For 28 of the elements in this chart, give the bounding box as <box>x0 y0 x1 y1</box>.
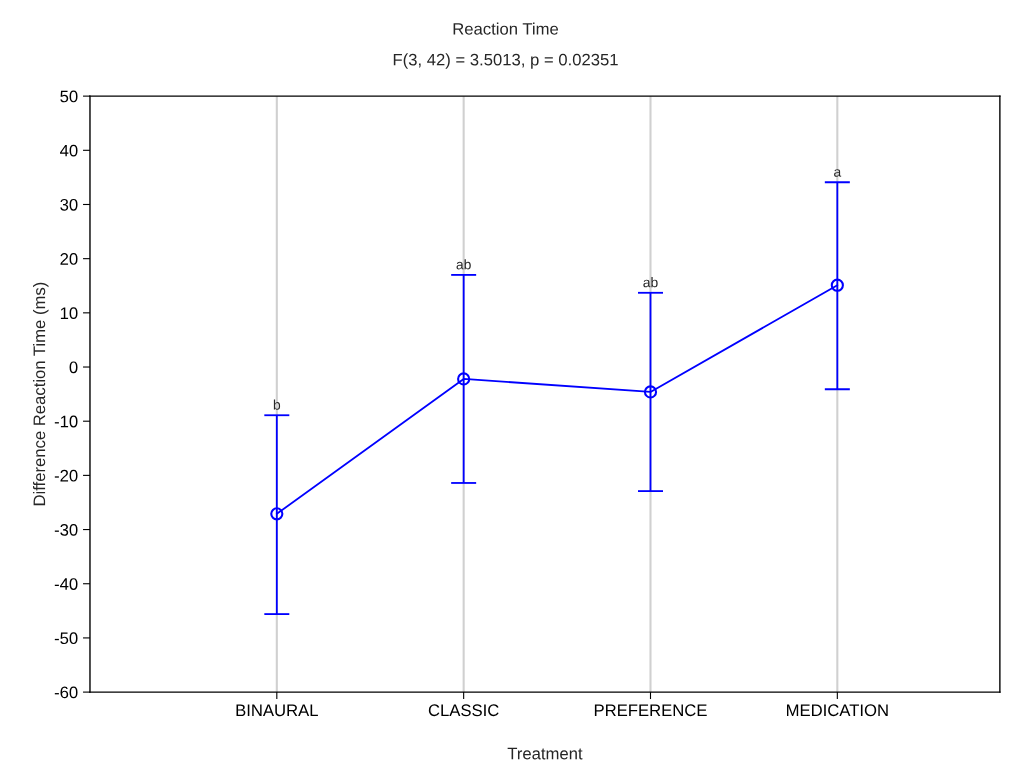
annotation: ab <box>456 259 471 270</box>
annotation: ab <box>643 277 658 288</box>
x-axis-title: Treatment <box>507 747 583 760</box>
y-tick-label: 40 <box>60 144 78 157</box>
y-tick-label: -50 <box>54 632 78 645</box>
x-tick-label: PREFERENCE <box>594 704 707 717</box>
y-tick-label: -40 <box>54 578 78 590</box>
x-tick-label: MEDICATION <box>787 704 888 717</box>
annotation: b <box>273 399 281 410</box>
y-tick-label: -10 <box>54 415 78 428</box>
y-tick-label: 50 <box>60 90 78 103</box>
y-tick-label: -60 <box>54 686 78 699</box>
chart-title: Reaction Time <box>453 22 559 35</box>
x-tick-label: CLASSIC <box>428 704 499 717</box>
y-tick-label: 10 <box>60 307 78 320</box>
y-tick-label: 0 <box>69 361 78 374</box>
chart-subtitle: F(3, 42) = 3.5013, p = 0.02351 <box>393 53 618 69</box>
y-tick-label: -20 <box>54 469 78 482</box>
point <box>643 385 658 399</box>
point <box>457 372 471 386</box>
point <box>270 507 284 521</box>
y-tick-label: 20 <box>60 253 78 265</box>
annotation: a <box>834 169 842 177</box>
y-axis-title: Difference Reaction Time (ms) <box>33 282 49 506</box>
y-tick-label: -30 <box>54 523 78 536</box>
y-tick-label: 30 <box>60 198 78 211</box>
x-tick-label: BINAURAL <box>236 704 318 717</box>
point <box>830 278 844 292</box>
